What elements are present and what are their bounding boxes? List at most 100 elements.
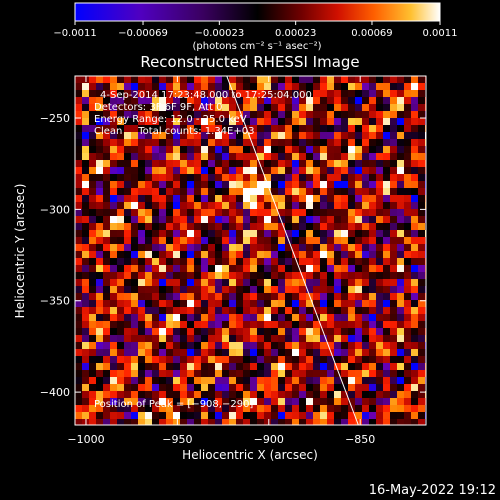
heatmap-cell [327, 244, 334, 251]
heatmap-cell [285, 97, 292, 104]
heatmap-cell [82, 377, 89, 384]
heatmap-cell [166, 181, 173, 188]
heatmap-cell [355, 97, 362, 104]
heatmap-cell [271, 111, 278, 118]
colorbar-gradient [74, 2, 441, 22]
heatmap-cell [362, 370, 369, 377]
heatmap-cell [278, 188, 285, 195]
heatmap-cell [117, 377, 124, 384]
heatmap-cell [411, 335, 418, 342]
heatmap-cell [117, 97, 124, 104]
heatmap-cell [341, 146, 348, 153]
heatmap-cell [383, 111, 390, 118]
heatmap-cell [215, 384, 222, 391]
heatmap-cell [236, 202, 243, 209]
heatmap-cell [82, 370, 89, 377]
heatmap-cell [180, 181, 187, 188]
heatmap-cell [292, 356, 299, 363]
heatmap-cell [383, 223, 390, 230]
heatmap-cell [117, 405, 124, 412]
heatmap-cell [89, 104, 96, 111]
heatmap-cell [159, 349, 166, 356]
heatmap-cell [383, 335, 390, 342]
heatmap-cell [369, 258, 376, 265]
heatmap-cell [117, 209, 124, 216]
heatmap-cell [243, 181, 250, 188]
heatmap-cell [341, 83, 348, 90]
heatmap-cell [124, 111, 131, 118]
heatmap-cell [222, 356, 229, 363]
heatmap-cell [131, 125, 138, 132]
heatmap-cell [264, 223, 271, 230]
heatmap-cell [180, 202, 187, 209]
heatmap-cell [159, 314, 166, 321]
heatmap-cell [313, 314, 320, 321]
heatmap-cell [313, 174, 320, 181]
heatmap-cell [82, 293, 89, 300]
heatmap-cell [124, 76, 131, 83]
heatmap-cell [166, 104, 173, 111]
heatmap-cell [187, 230, 194, 237]
heatmap-cell [250, 356, 257, 363]
observation-info: 4-Sep-2014 17:23:48.000 to 17:25:04.000 … [94, 90, 312, 137]
heatmap-cell [180, 286, 187, 293]
heatmap-cell [390, 377, 397, 384]
heatmap-cell [201, 146, 208, 153]
heatmap-cell [103, 139, 110, 146]
heatmap-cell [173, 279, 180, 286]
heatmap-cell [376, 307, 383, 314]
heatmap-cell [355, 244, 362, 251]
heatmap-cell [355, 279, 362, 286]
heatmap-cell [222, 139, 229, 146]
heatmap-cell [341, 237, 348, 244]
heatmap-cell [89, 349, 96, 356]
heatmap-cell [187, 195, 194, 202]
heatmap-cell [404, 377, 411, 384]
heatmap-cell [285, 209, 292, 216]
heatmap-cell [271, 293, 278, 300]
heatmap-cell [257, 118, 264, 125]
heatmap-cell [383, 279, 390, 286]
heatmap-cell [96, 118, 103, 125]
heatmap-cell [383, 398, 390, 405]
heatmap-cell [383, 195, 390, 202]
heatmap-cell [124, 412, 131, 419]
heatmap-cell [383, 153, 390, 160]
heatmap-cell [418, 349, 425, 356]
heatmap-cell [89, 139, 96, 146]
heatmap-cell [145, 160, 152, 167]
heatmap-cell [313, 342, 320, 349]
heatmap-cell [222, 160, 229, 167]
heatmap-cell [124, 335, 131, 342]
heatmap-cell [397, 398, 404, 405]
heatmap-cell [222, 167, 229, 174]
heatmap-cell [411, 419, 418, 425]
heatmap-cell [264, 209, 271, 216]
heatmap-cell [404, 251, 411, 258]
heatmap-cell [187, 216, 194, 223]
heatmap-cell [131, 349, 138, 356]
heatmap-cell [124, 398, 131, 405]
heatmap-cell [243, 174, 250, 181]
heatmap-cell [390, 230, 397, 237]
heatmap-cell [194, 153, 201, 160]
heatmap-cell [369, 76, 376, 83]
heatmap-cell [404, 356, 411, 363]
heatmap-cell [390, 139, 397, 146]
heatmap-cell [82, 223, 89, 230]
heatmap-cell [236, 405, 243, 412]
heatmap-cell [180, 132, 187, 139]
heatmap-cell [215, 90, 222, 97]
heatmap-cell [201, 279, 208, 286]
heatmap-cell [341, 90, 348, 97]
heatmap-cell [201, 412, 208, 419]
heatmap-cell [334, 174, 341, 181]
heatmap-cell [96, 223, 103, 230]
heatmap-cell [117, 118, 124, 125]
heatmap-cell [257, 237, 264, 244]
heatmap-cell [229, 132, 236, 139]
heatmap-cell [285, 216, 292, 223]
heatmap-cell [159, 209, 166, 216]
heatmap-cell [75, 195, 82, 202]
heatmap-cell [271, 237, 278, 244]
